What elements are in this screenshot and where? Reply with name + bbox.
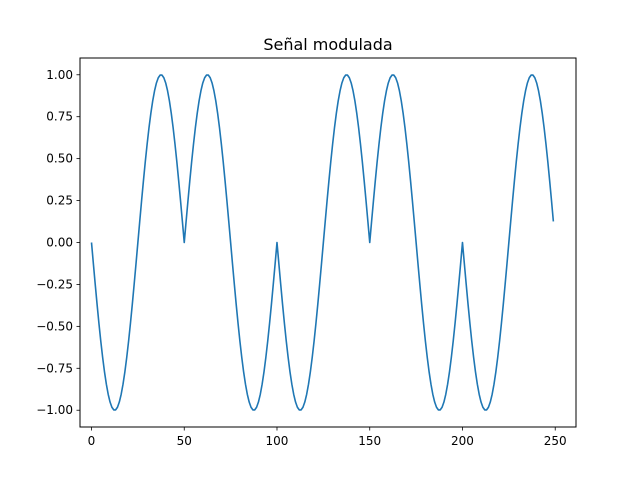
y-tick-label: −0.50	[36, 319, 73, 333]
y-tick-label: 0.00	[46, 236, 73, 250]
y-tick-label: 0.50	[46, 152, 73, 166]
x-axis: 0 50 100 150 200 250	[88, 427, 567, 448]
y-tick-label: 0.75	[46, 110, 73, 124]
x-tick-label: 100	[266, 434, 289, 448]
y-tick-label: 1.00	[46, 68, 73, 82]
x-tick-label: 0	[88, 434, 96, 448]
x-tick-label: 250	[544, 434, 567, 448]
y-tick-label: 0.25	[46, 194, 73, 208]
y-tick-label: −1.00	[36, 403, 73, 417]
x-tick-label: 200	[451, 434, 474, 448]
x-tick-label: 150	[358, 434, 381, 448]
plot-area	[90, 74, 555, 411]
series-line-0	[90, 74, 555, 411]
y-axis: −1.00 −0.75 −0.50 −0.25 0.00 0.25 0.50 0.75 1.00	[36, 68, 80, 417]
axes-frame	[79, 57, 577, 428]
x-tick-label: 50	[177, 434, 192, 448]
chart-title: Señal modulada	[263, 35, 392, 54]
y-tick-label: −0.75	[36, 361, 73, 375]
y-tick-label: −0.25	[36, 277, 73, 291]
